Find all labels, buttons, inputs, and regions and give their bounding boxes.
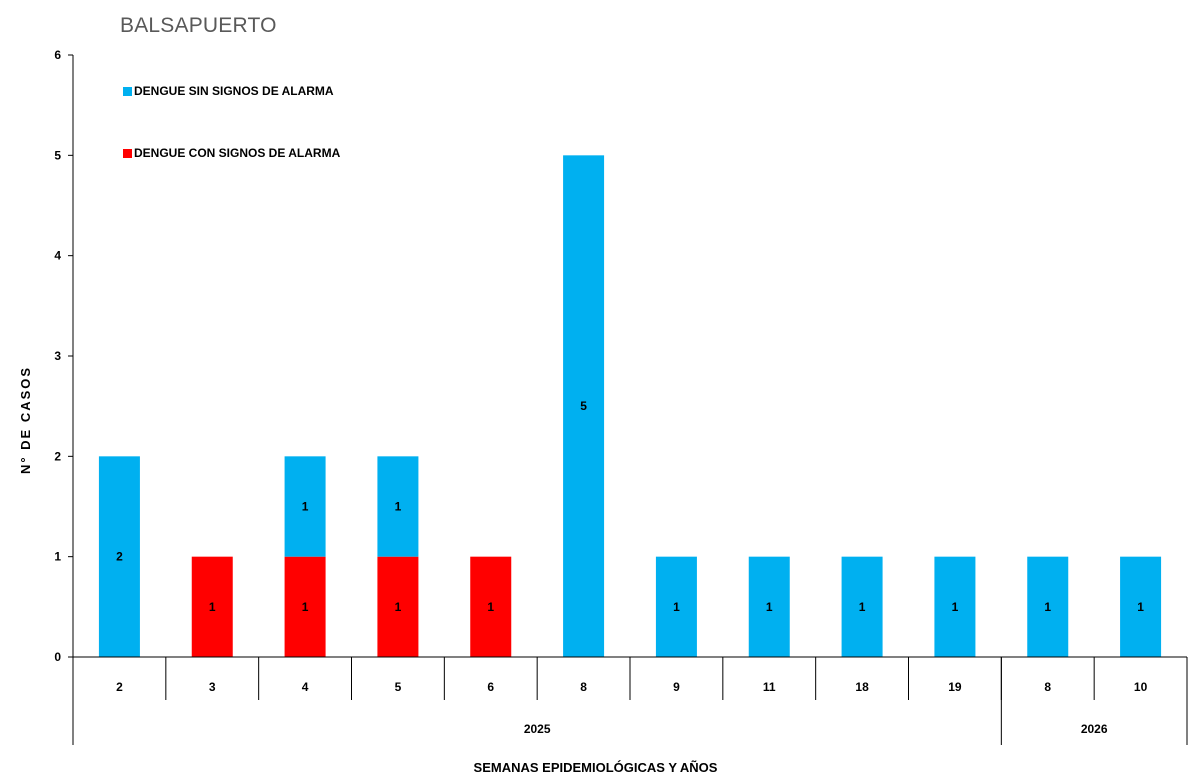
y-tick-label: 3 xyxy=(54,349,61,363)
category-label: 8 xyxy=(1044,680,1051,694)
category-label: 4 xyxy=(302,680,309,694)
bar-sin-signos xyxy=(563,155,605,658)
category-label: 6 xyxy=(487,680,494,694)
data-label: 1 xyxy=(302,500,309,514)
data-label: 1 xyxy=(302,600,309,614)
category-label: 5 xyxy=(395,680,402,694)
bar-sin-signos xyxy=(377,456,419,557)
data-label: 1 xyxy=(1044,600,1051,614)
y-tick-label: 5 xyxy=(54,148,61,162)
data-label: 1 xyxy=(859,600,866,614)
bar-sin-signos xyxy=(934,556,976,657)
data-label: 1 xyxy=(395,600,402,614)
legend-item-con-signos: DENGUE CON SIGNOS DE ALARMA xyxy=(123,146,340,160)
legend-swatch-sin-signos xyxy=(123,86,132,96)
category-label: 8 xyxy=(580,680,587,694)
legend-swatch-con-signos xyxy=(123,148,132,158)
y-tick-label: 1 xyxy=(54,550,61,564)
legend-label-con-signos: DENGUE CON SIGNOS DE ALARMA xyxy=(134,146,341,160)
category-label: 9 xyxy=(673,680,680,694)
bar-con-signos xyxy=(284,556,326,657)
data-label: 1 xyxy=(1137,600,1144,614)
data-label: 1 xyxy=(766,600,773,614)
data-label: 1 xyxy=(673,600,680,614)
bar-con-signos xyxy=(377,556,419,657)
data-label: 5 xyxy=(580,399,587,413)
category-label: 2 xyxy=(116,680,123,694)
bar-con-signos xyxy=(191,556,233,657)
y-tick-label: 4 xyxy=(54,249,61,263)
y-tick-label: 6 xyxy=(54,48,61,62)
bar-sin-signos xyxy=(1027,556,1069,657)
category-label: 19 xyxy=(948,680,962,694)
bar-con-signos xyxy=(470,556,512,657)
year-label: 2025 xyxy=(524,722,551,736)
bar-sin-signos xyxy=(284,456,326,557)
data-label: 2 xyxy=(116,550,123,564)
legend-item-sin-signos: DENGUE SIN SIGNOS DE ALARMA xyxy=(123,84,334,98)
category-label: 10 xyxy=(1134,680,1148,694)
data-label: 1 xyxy=(952,600,959,614)
bar-sin-signos xyxy=(748,556,790,657)
y-tick-label: 0 xyxy=(54,650,61,664)
category-label: 3 xyxy=(209,680,216,694)
bar-sin-signos xyxy=(841,556,883,657)
data-label: 1 xyxy=(487,600,494,614)
year-label: 2026 xyxy=(1081,722,1108,736)
category-label: 11 xyxy=(763,680,776,694)
legend-label-sin-signos: DENGUE SIN SIGNOS DE ALARMA xyxy=(134,84,334,98)
category-label: 18 xyxy=(855,680,869,694)
x-axis-label: SEMANAS EPIDEMIOLÓGICAS Y AÑOS xyxy=(473,760,718,775)
data-label: 1 xyxy=(209,600,216,614)
data-label: 1 xyxy=(395,500,402,514)
bar-sin-signos xyxy=(655,556,697,657)
y-tick-label: 2 xyxy=(54,449,61,463)
chart-title: BALSAPUERTO xyxy=(120,14,277,37)
bar-sin-signos xyxy=(1120,556,1162,657)
bar-sin-signos xyxy=(98,456,140,657)
